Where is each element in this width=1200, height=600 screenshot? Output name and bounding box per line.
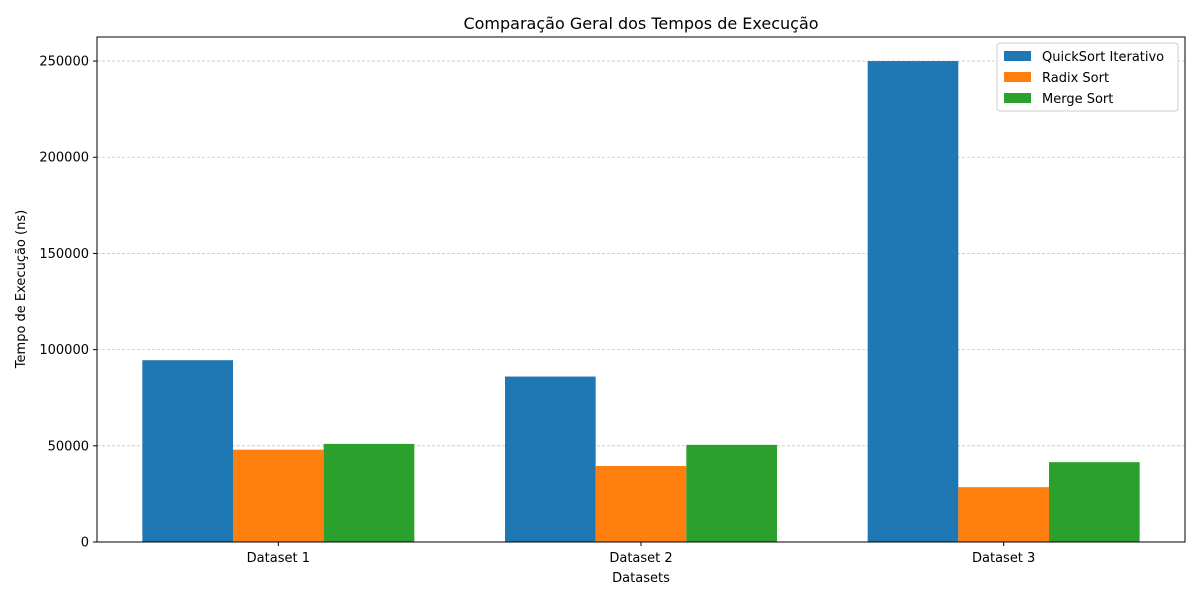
legend-swatch bbox=[1004, 72, 1031, 82]
legend-swatch bbox=[1004, 93, 1031, 103]
y-tick-label: 150000 bbox=[39, 247, 89, 262]
legend-label: Merge Sort bbox=[1042, 92, 1113, 107]
legend-swatch bbox=[1004, 51, 1031, 61]
y-tick-label: 100000 bbox=[39, 343, 89, 358]
legend-frame bbox=[996, 42, 1179, 112]
y-tick-label: 50000 bbox=[48, 439, 89, 454]
y-axis-ticks: 0 50000 100000 150000 200000 250000 bbox=[39, 55, 97, 551]
chart-title: Comparação Geral dos Tempos de Execução bbox=[463, 14, 818, 33]
y-tick-label: 0 bbox=[81, 536, 89, 551]
legend-label: Radix Sort bbox=[1042, 71, 1109, 86]
bar-radix-sort bbox=[958, 487, 1049, 542]
bar-quicksort-iterativo bbox=[142, 360, 233, 542]
gridlines bbox=[97, 60, 1185, 447]
x-tick-label: Dataset 1 bbox=[247, 551, 310, 566]
bar-quicksort-iterativo bbox=[867, 61, 959, 543]
legend-label: QuickSort Iterativo bbox=[1042, 50, 1164, 65]
bar-quicksort-iterativo bbox=[505, 376, 596, 542]
bar-radix-sort bbox=[595, 466, 687, 542]
x-tick-label: Dataset 2 bbox=[609, 551, 672, 566]
y-axis-label: Tempo de Execução (ns) bbox=[14, 210, 29, 369]
bar-radix-sort bbox=[233, 449, 324, 542]
bar-merge-sort bbox=[323, 443, 415, 542]
x-tick-label: Dataset 3 bbox=[972, 551, 1035, 566]
bar-merge-sort bbox=[686, 444, 777, 542]
x-axis-label: Datasets bbox=[612, 571, 670, 586]
y-tick-label: 200000 bbox=[39, 151, 89, 166]
x-axis-ticks: Dataset 1 Dataset 2 Dataset 3 bbox=[247, 542, 1035, 566]
legend: QuickSort Iterativo Radix Sort Merge Sort bbox=[996, 42, 1179, 112]
y-tick-label: 250000 bbox=[39, 55, 89, 70]
bar-merge-sort bbox=[1049, 462, 1140, 542]
bars bbox=[142, 61, 1140, 543]
